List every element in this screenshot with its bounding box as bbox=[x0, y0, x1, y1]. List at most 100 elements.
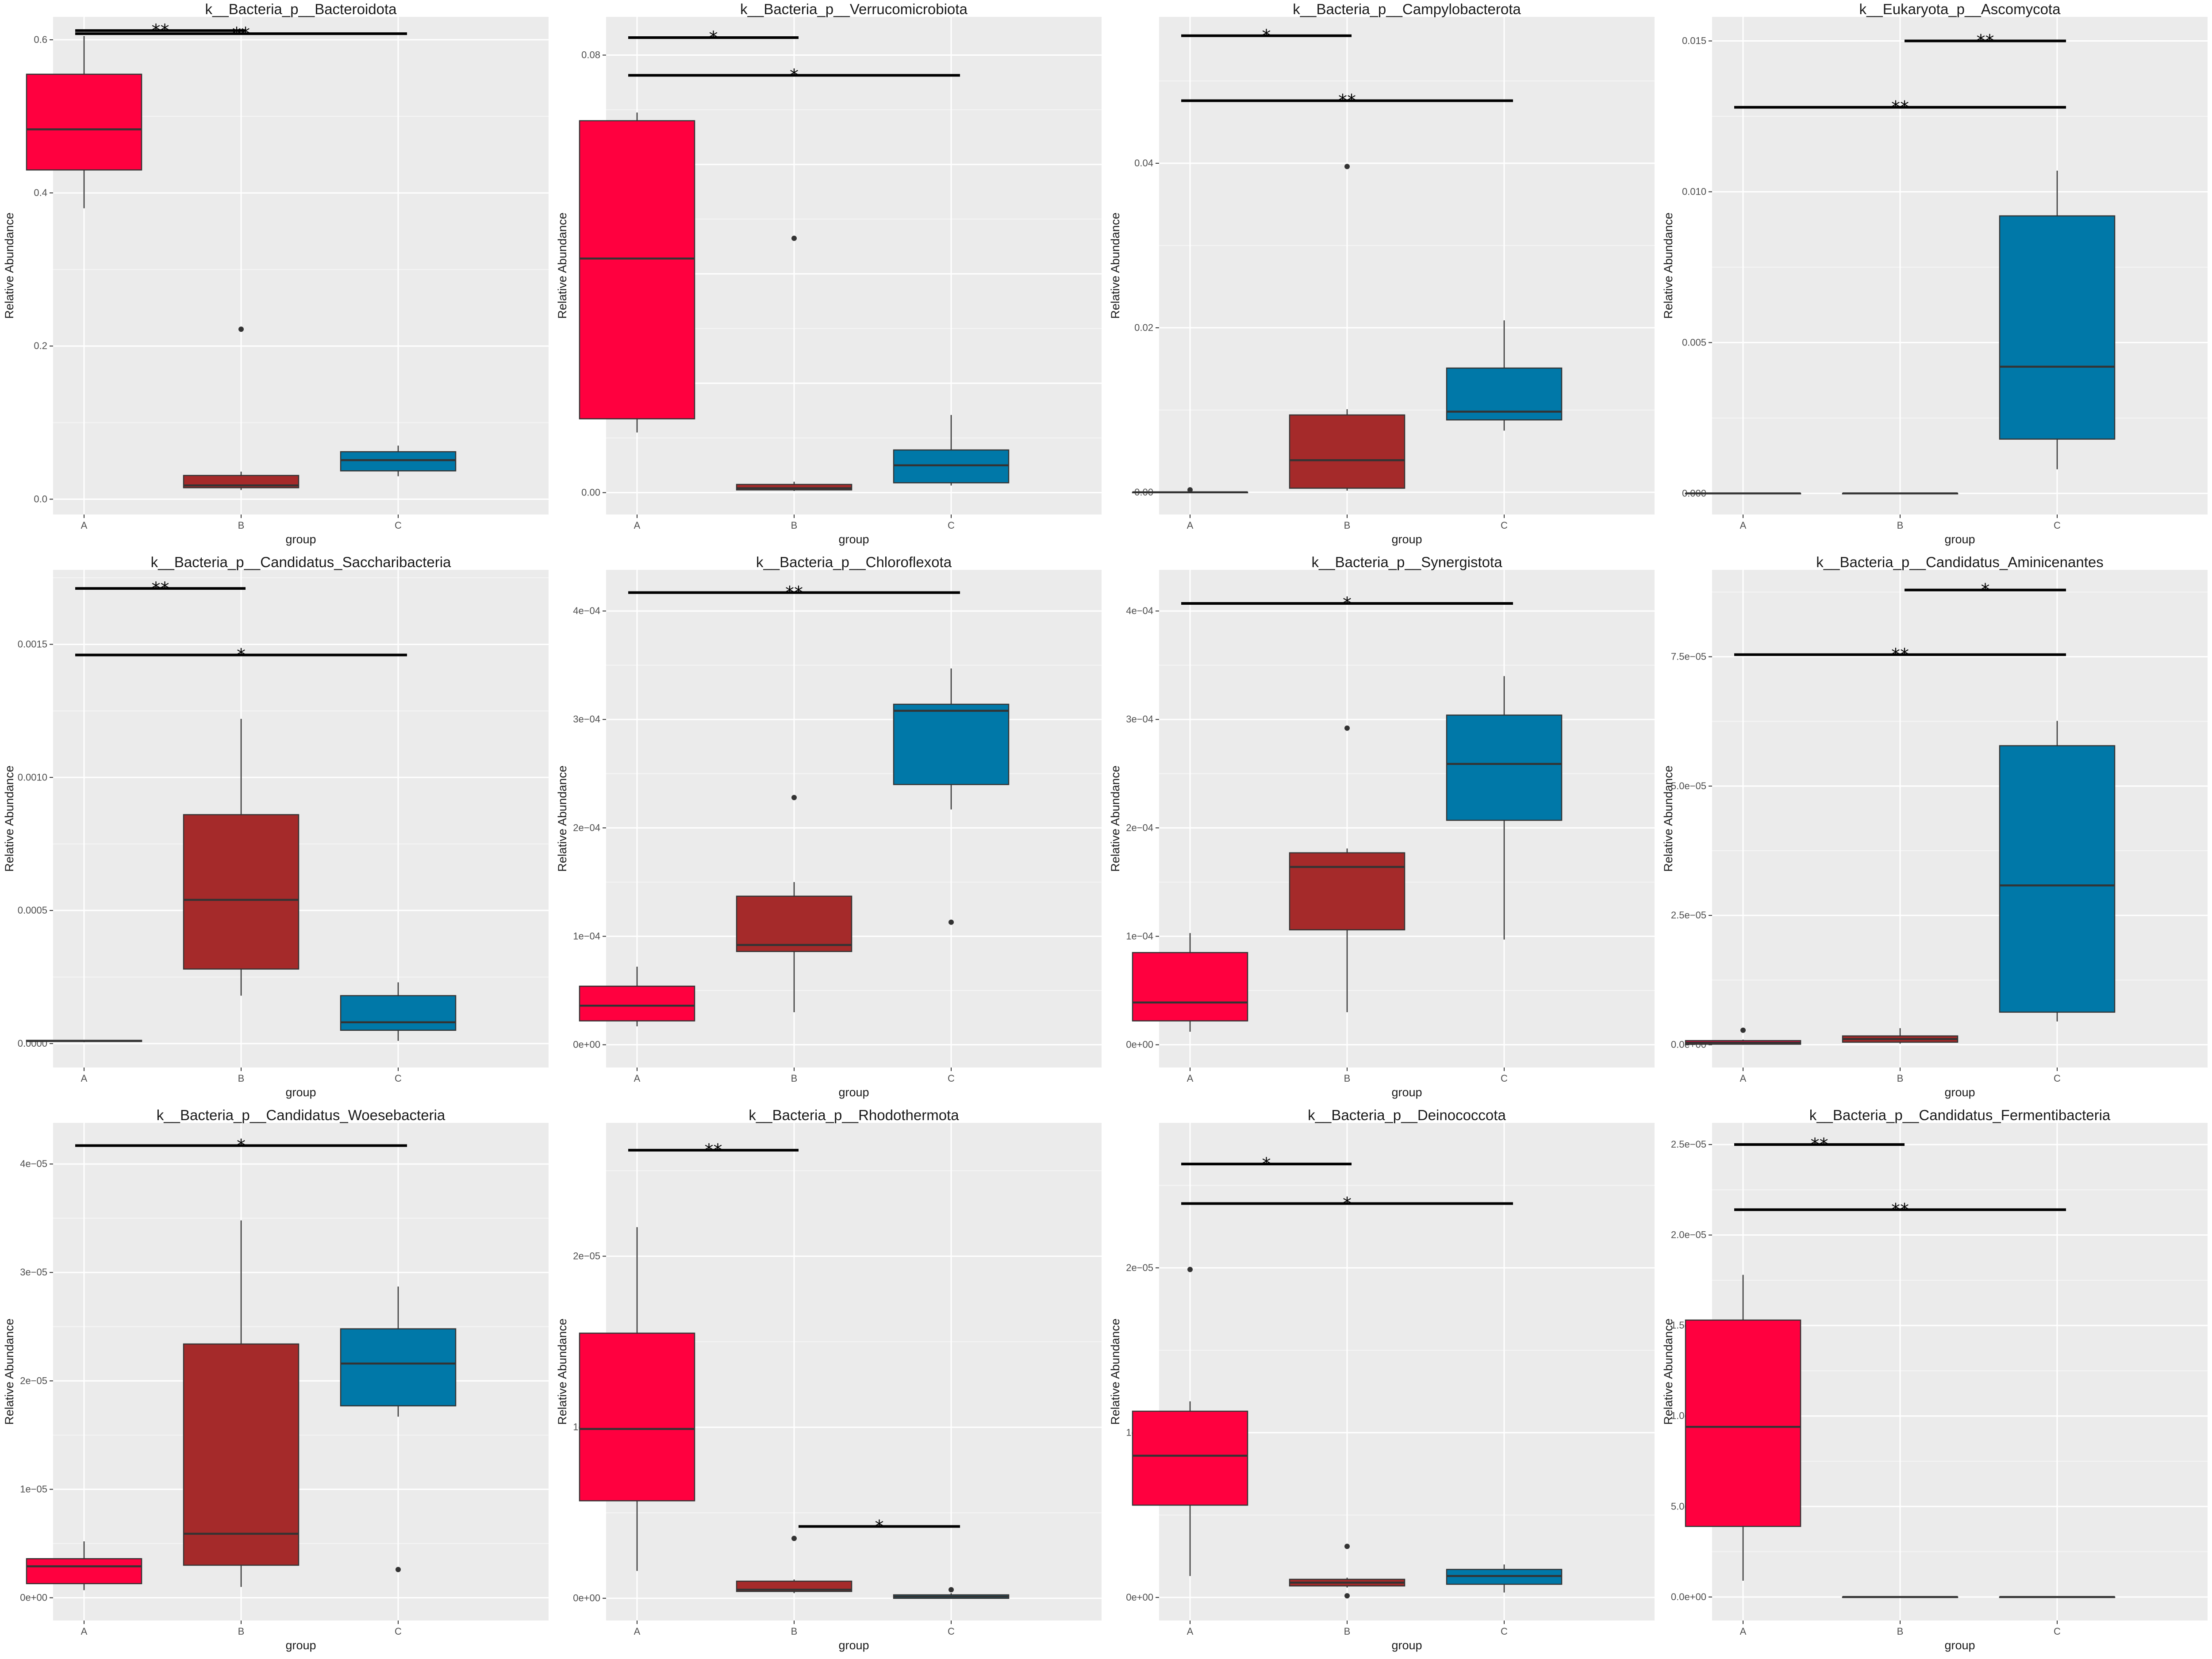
y-axis-label: Relative Abundance bbox=[556, 212, 569, 319]
x-tick-label: A bbox=[81, 1626, 88, 1637]
box-A bbox=[579, 985, 695, 1022]
box-B bbox=[736, 895, 853, 952]
boxplot-panel: 0.000.020.040.060.08ABC**k__Bacteria_p__… bbox=[556, 1, 1102, 546]
box-C bbox=[340, 995, 457, 1031]
plot-background bbox=[1159, 1123, 1655, 1621]
box-B bbox=[183, 1343, 300, 1566]
significance-label: * bbox=[875, 1517, 884, 1537]
outlier-point bbox=[949, 919, 954, 925]
y-tick-label: 2e−05 bbox=[1126, 1262, 1153, 1273]
y-tick-label: 0e+00 bbox=[20, 1592, 47, 1603]
x-tick-label: A bbox=[634, 520, 641, 531]
significance-label: * bbox=[1262, 1154, 1271, 1175]
boxplot-panel: 0.000.020.04A B C***k__Bacteria_p__Campylo… bbox=[1109, 1, 1655, 546]
y-tick-label: 3e−04 bbox=[573, 714, 600, 725]
y-tick-label: 4e−04 bbox=[1126, 605, 1153, 616]
box-C bbox=[1446, 714, 1563, 821]
outlier-point bbox=[1344, 725, 1350, 731]
box-A bbox=[26, 73, 142, 171]
plot-background bbox=[1159, 17, 1655, 515]
box-B bbox=[1289, 852, 1406, 930]
plot-background bbox=[606, 570, 1102, 1068]
box-A bbox=[1132, 952, 1248, 1022]
x-tick-label: C bbox=[1501, 520, 1508, 531]
x-tick-label: B bbox=[1344, 1626, 1351, 1637]
box-A bbox=[579, 120, 695, 419]
x-tick-label: C bbox=[395, 520, 402, 531]
x-axis-label: group bbox=[838, 1639, 869, 1652]
boxplot-panel: 0.0e+005.0e−061.0e−051.5e−052.0e−052.5e−… bbox=[1662, 1107, 2208, 1652]
y-axis-label: Relative Abundance bbox=[556, 1318, 569, 1425]
significance-label: * bbox=[790, 65, 799, 86]
x-tick-label: B bbox=[791, 1626, 798, 1637]
y-tick-label: 0.6 bbox=[34, 34, 47, 45]
y-tick-label: 0e+00 bbox=[1126, 1039, 1153, 1050]
y-tick-label: 4e−05 bbox=[20, 1158, 47, 1169]
y-axis-label: Relative Abundance bbox=[1109, 212, 1122, 319]
x-axis-label: group bbox=[285, 1086, 316, 1099]
plot-background bbox=[1712, 17, 2208, 515]
y-tick-label: 3e−05 bbox=[20, 1267, 47, 1278]
box-A bbox=[1132, 1410, 1248, 1506]
x-axis-label: group bbox=[285, 1639, 316, 1652]
x-axis-label: group bbox=[285, 533, 316, 546]
x-tick-label: C bbox=[948, 1073, 955, 1084]
outlier-point bbox=[1187, 487, 1193, 493]
plot-background bbox=[1712, 570, 2208, 1068]
outlier-point bbox=[1344, 1544, 1350, 1549]
box-C bbox=[1999, 745, 2116, 1013]
box-B bbox=[183, 814, 300, 970]
boxplot-panel: 0.0 0.2 0.4 0.6 A B C ** ** k__Bacteria_p__Bacter… bbox=[3, 1, 549, 546]
boxplot-panel: 0e+00 1e−05 2e−05 3e−05 4e−05 A B C * k__Bacteria… bbox=[3, 1107, 549, 1652]
outlier-point bbox=[791, 1536, 797, 1541]
x-tick-label: C bbox=[395, 1626, 402, 1637]
significance-label: ** bbox=[152, 21, 169, 41]
significance-label: ** bbox=[1977, 31, 1994, 52]
panel-title: k__Bacteria_p__Candidatus_Saccharibacter… bbox=[151, 554, 451, 570]
y-axis-label: Relative Abundance bbox=[3, 1318, 16, 1425]
x-tick-label: A bbox=[1187, 1626, 1194, 1637]
y-tick-label: 0e+00 bbox=[1126, 1592, 1153, 1603]
y-tick-label: 4e−04 bbox=[573, 605, 600, 616]
x-axis-label: group bbox=[1391, 1086, 1422, 1099]
x-axis-label: group bbox=[1944, 533, 1975, 546]
y-tick-label: 1e−05 bbox=[20, 1483, 47, 1494]
significance-label: ** bbox=[1811, 1135, 1828, 1155]
panel-title: k__Bacteria_p__Campylobacterota bbox=[1293, 1, 1521, 17]
significance-label: * bbox=[709, 28, 718, 48]
x-tick-label: A bbox=[1740, 1073, 1747, 1084]
outlier-point bbox=[1740, 1027, 1746, 1033]
x-tick-label: A bbox=[1740, 1626, 1747, 1637]
x-tick-label: C bbox=[395, 1073, 402, 1084]
x-axis-label: group bbox=[838, 1086, 869, 1099]
panel-title: k__Bacteria_p__Candidatus_Aminicenantes bbox=[1816, 554, 2103, 570]
x-tick-label: B bbox=[1344, 1073, 1351, 1084]
x-tick-label: A bbox=[634, 1073, 641, 1084]
y-tick-label: 0.0e+00 bbox=[1671, 1591, 1706, 1602]
y-tick-label: 3e−04 bbox=[1126, 714, 1153, 725]
y-axis-label: Relative Abundance bbox=[1662, 765, 1675, 872]
panel-title: k__Bacteria_p__Candidatus_Woesebacteria bbox=[157, 1107, 445, 1123]
significance-label: ** bbox=[1891, 645, 1909, 665]
x-tick-label: A bbox=[81, 1073, 88, 1084]
boxplot-panel: 0.0e+002.5e−055.0e−057.5e−05ABC***k__Bac… bbox=[1662, 554, 2208, 1099]
y-tick-label: 0.0010 bbox=[18, 772, 47, 783]
x-axis-label: group bbox=[1944, 1639, 1975, 1652]
y-tick-label: 0.0 bbox=[34, 493, 47, 504]
x-tick-label: A bbox=[1740, 520, 1747, 531]
x-tick-label: C bbox=[2054, 1073, 2061, 1084]
x-axis-label: group bbox=[1391, 533, 1422, 546]
x-tick-label: C bbox=[2054, 520, 2061, 531]
outlier-point bbox=[1344, 164, 1350, 169]
y-tick-label: 0.015 bbox=[1682, 35, 1706, 46]
y-tick-label: 2e−05 bbox=[573, 1251, 600, 1262]
x-axis-label: group bbox=[1391, 1639, 1422, 1652]
significance-label: * bbox=[1343, 594, 1352, 614]
y-axis-label: Relative Abundance bbox=[3, 765, 16, 872]
significance-label: ** bbox=[705, 1141, 722, 1161]
y-tick-label: 2e−04 bbox=[573, 822, 600, 833]
